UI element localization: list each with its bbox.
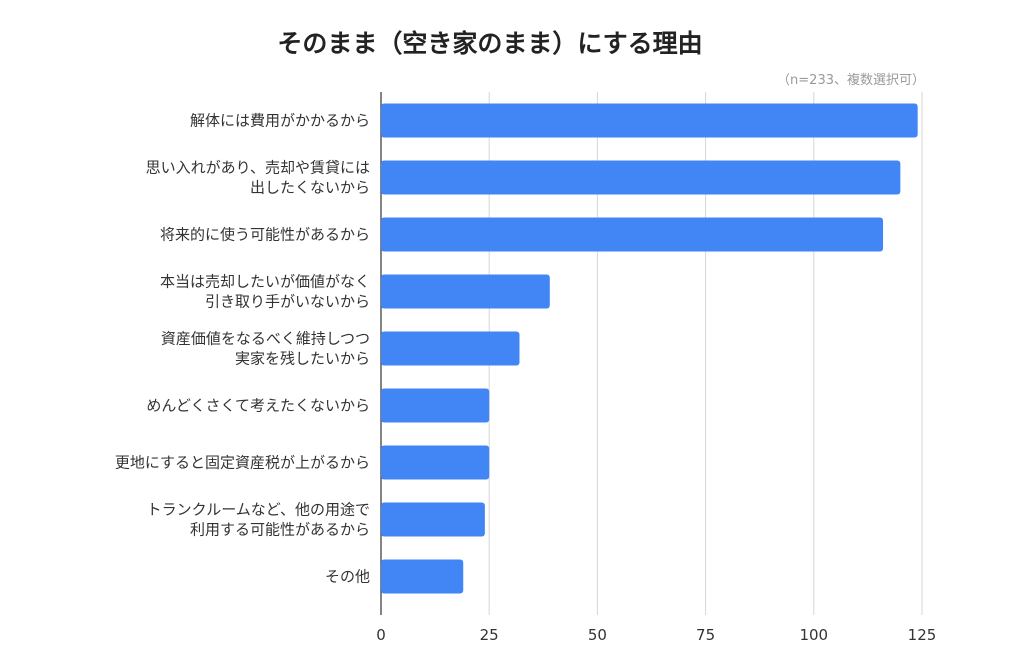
x-tick-label: 25 xyxy=(480,626,499,644)
chart-title: そのまま（空き家のまま）にする理由 xyxy=(277,29,702,58)
category-label: 資産価値をなるべく維持しつつ xyxy=(161,330,370,348)
bar xyxy=(381,103,918,138)
category-label: 出したくないから xyxy=(250,179,370,197)
category-label: その他 xyxy=(325,568,370,586)
category-label: 将来的に使う可能性があるから xyxy=(160,226,370,244)
category-label: 更地にすると固定資産税が上がるから xyxy=(115,454,370,472)
bar xyxy=(381,502,485,537)
bar xyxy=(381,217,884,252)
category-label: 本当は売却したいが価値がなく xyxy=(160,273,370,291)
chart-subtitle: （n=233、複数選択可） xyxy=(777,72,925,88)
category-label: 引き取り手がいないから xyxy=(205,293,370,311)
bar xyxy=(381,559,464,594)
x-tick-label: 125 xyxy=(908,626,937,644)
bar xyxy=(381,331,520,366)
category-label: 解体には費用がかかるから xyxy=(190,112,370,130)
category-label: 利用する可能性があるから xyxy=(190,521,370,539)
x-tick-label: 0 xyxy=(376,626,386,644)
category-label: 思い入れがあり、売却や賃貸には xyxy=(146,159,370,177)
x-tick-label: 100 xyxy=(799,626,828,644)
bar xyxy=(381,445,490,480)
category-label: 実家を残したいから xyxy=(235,350,370,368)
bar xyxy=(381,160,901,195)
x-tick-label: 75 xyxy=(696,626,715,644)
x-tick-label: 50 xyxy=(588,626,607,644)
bar xyxy=(381,274,550,309)
bar xyxy=(381,388,490,423)
category-label: めんどくさくて考えたくないから xyxy=(146,397,370,415)
category-label: トランクルームなど、他の用途で xyxy=(147,501,370,519)
